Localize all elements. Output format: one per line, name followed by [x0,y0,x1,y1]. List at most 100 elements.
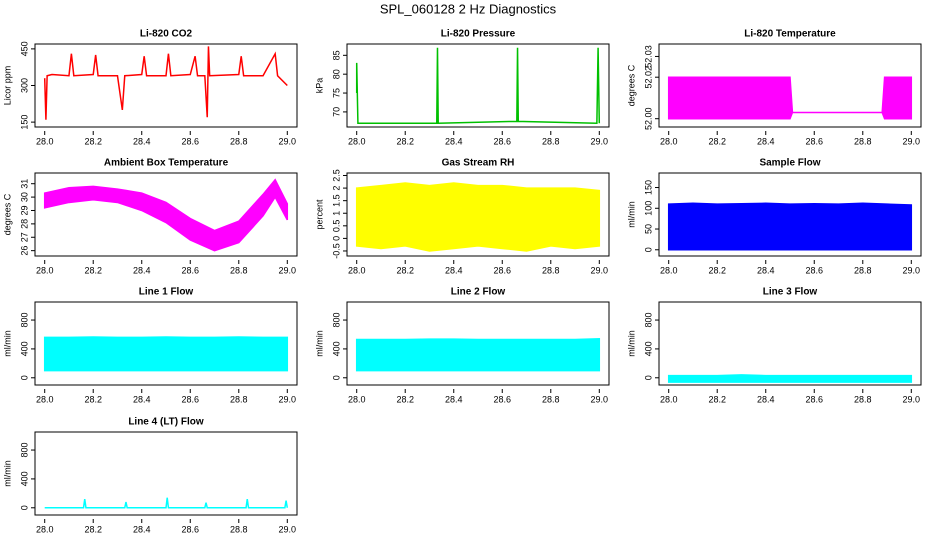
y-axis-label: ml/min [626,330,636,357]
y-tick-label: 0 [331,236,341,241]
y-axis-label: degrees C [2,193,12,235]
panel-title: Line 2 Flow [451,287,506,298]
x-tick-label: 28.0 [660,394,678,404]
x-tick-label: 28.2 [396,136,414,146]
x-tick-label: 28.0 [348,136,366,146]
data-band [355,182,601,252]
y-tick-label: 75 [331,88,341,98]
y-tick-label: 2.5 [331,169,341,182]
plot-frame [346,43,610,128]
y-tick-label: 450 [19,41,29,56]
y-tick-label: 27 [19,232,29,242]
x-tick-label: 28.6 [181,394,199,404]
x-tick-label: 28.2 [708,265,726,275]
y-tick-label: 0 [643,375,653,380]
plot-frame [346,172,610,257]
x-tick-label: 28.0 [348,265,366,275]
x-tick-label: 28.6 [493,136,511,146]
plot-frame [658,43,922,128]
plot-frame [34,301,298,386]
data-band [667,76,913,120]
x-tick-label: 28.4 [757,265,775,275]
x-tick-label: 28.0 [660,136,678,146]
y-tick-label: 50 [643,224,653,234]
x-tick-label: 28.2 [84,265,102,275]
x-tick-label: 28.2 [708,136,726,146]
x-tick-label: 28.4 [133,394,151,404]
y-tick-label: 800 [643,313,653,328]
x-tick-label: 28.2 [396,394,414,404]
y-tick-label: 52.03 [643,45,653,68]
y-tick-label: 70 [331,107,341,117]
y-tick-label: 0 [331,375,341,380]
x-tick-label: 29.0 [903,136,921,146]
y-tick-label: 2 [331,186,341,191]
y-axis-label: kPa [314,78,324,94]
plot-frame [658,172,922,257]
y-tick-label: 26 [19,246,29,256]
y-axis-label: ml/min [626,201,636,228]
y-tick-label: 1.5 [331,194,341,207]
data-band [355,338,601,372]
data-line [44,497,289,509]
y-tick-label: 150 [19,115,29,130]
y-tick-label: 100 [643,201,653,216]
y-tick-label: 52.02 [643,66,653,89]
y-tick-label: 800 [331,313,341,328]
x-tick-label: 28.4 [133,524,151,534]
x-tick-label: 28.8 [542,265,560,275]
y-axis-label: Licor ppm [2,66,12,106]
x-tick-label: 28.2 [84,394,102,404]
y-axis-label: ml/min [2,330,12,357]
y-axis-label: ml/min [314,330,324,357]
x-tick-label: 29.0 [591,394,609,404]
plot-frame [34,172,298,257]
x-tick-label: 29.0 [591,136,609,146]
panel-title: Sample Flow [759,158,820,169]
y-tick-label: 28 [19,219,29,229]
panel-title: Line 4 (LT) Flow [128,417,204,428]
y-tick-label: -0.5 [331,243,341,259]
x-tick-label: 29.0 [279,136,297,146]
y-tick-label: 1 [331,211,341,216]
panel-title: Gas Stream RH [442,158,515,169]
x-tick-label: 28.6 [181,136,199,146]
data-band [43,178,289,252]
x-tick-label: 28.4 [445,265,463,275]
x-tick-label: 29.0 [279,394,297,404]
y-tick-label: 150 [643,180,653,195]
plot-frame [658,301,922,386]
x-tick-label: 29.0 [591,265,609,275]
x-tick-label: 29.0 [279,265,297,275]
x-tick-label: 28.8 [542,394,560,404]
x-tick-label: 28.0 [36,394,54,404]
y-tick-label: 300 [19,78,29,93]
x-tick-label: 28.6 [805,136,823,146]
x-tick-label: 28.0 [36,524,54,534]
y-tick-label: 800 [19,443,29,458]
y-tick-label: 800 [19,313,29,328]
data-band [667,374,913,383]
y-tick-label: 30 [19,192,29,202]
y-tick-label: 52.00 [643,107,653,130]
y-tick-label: 400 [19,471,29,486]
x-tick-label: 28.8 [854,136,872,146]
y-tick-label: 400 [19,341,29,356]
panel-title: Line 1 Flow [139,287,194,298]
x-tick-label: 28.2 [84,136,102,146]
x-tick-label: 28.6 [181,265,199,275]
panel-title: Li-820 Temperature [744,29,836,40]
x-tick-label: 29.0 [903,394,921,404]
x-tick-label: 28.6 [493,265,511,275]
x-tick-label: 29.0 [279,524,297,534]
data-line [43,46,288,120]
y-tick-label: 85 [331,50,341,60]
x-tick-label: 28.2 [396,265,414,275]
x-tick-label: 28.8 [230,265,248,275]
x-tick-label: 28.6 [181,524,199,534]
plot-frame [34,43,298,128]
x-tick-label: 28.4 [133,265,151,275]
x-tick-label: 28.0 [36,136,54,146]
x-tick-label: 28.4 [445,394,463,404]
x-tick-label: 28.8 [854,394,872,404]
